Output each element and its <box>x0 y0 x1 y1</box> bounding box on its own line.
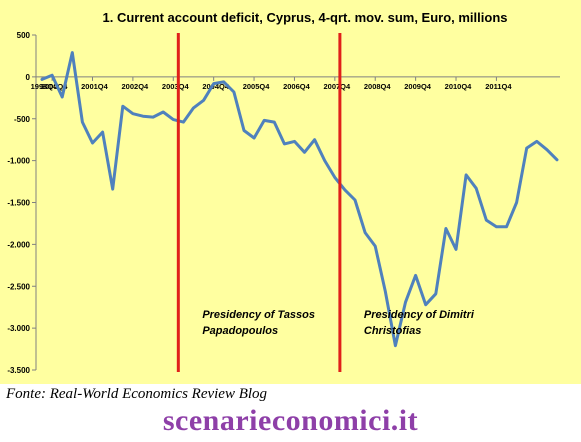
x-tick-label: 2002Q4 <box>122 82 150 91</box>
x-tick-label: 2008Q4 <box>364 82 392 91</box>
y-tick-label: -3.500 <box>7 366 30 375</box>
y-tick-label: -2.000 <box>7 240 30 249</box>
x-tick-label: 2011Q4 <box>485 82 512 91</box>
x-tick-label: 2006Q4 <box>283 82 311 91</box>
presidency-label: Presidency of Dimitri <box>364 309 475 321</box>
presidency-label: Presidency of Tassos <box>202 309 315 321</box>
presidency-label: Papadopoulos <box>202 325 278 337</box>
x-tick-label: 2003Q4 <box>162 82 190 91</box>
x-tick-label: 2004Q4 <box>202 82 230 91</box>
x-tick-label: 2005Q4 <box>243 82 271 91</box>
y-tick-label: -2.500 <box>7 282 30 291</box>
marker-layer: Presidency of Tassos Papadopoulos Presiden… <box>176 33 475 372</box>
x-tick-label: 2007Q4 <box>323 82 351 91</box>
y-tick-label: -1.000 <box>7 157 30 166</box>
y-axis: 500 0 -500 -1.000 -1.500 -2.000 -2.500 -3.000 -3… <box>7 31 37 375</box>
y-tick-label: 0 <box>26 73 31 82</box>
x-tick-label: 2000Q4 <box>41 82 69 91</box>
watermark-logo: scenarieconomici.it <box>162 404 419 437</box>
line-chart: 1. Current account deficit, Cyprus, 4-qr… <box>7 10 560 375</box>
y-tick-label: -1.500 <box>7 199 30 208</box>
y-tick-label: -500 <box>14 115 31 124</box>
x-tick-label: 2010Q4 <box>445 82 473 91</box>
y-tick-label: 500 <box>17 31 31 40</box>
chart-title: 1. Current account deficit, Cyprus, 4-qr… <box>103 10 508 25</box>
x-tick-label: 2009Q4 <box>404 82 432 91</box>
chart-area: 1. Current account deficit, Cyprus, 4-qr… <box>0 0 581 384</box>
source-note: Fonte: Real-World Economics Review Blog <box>6 386 268 402</box>
presidency-label: Christofias <box>364 325 421 337</box>
series-line <box>40 51 559 348</box>
y-tick-label: -3.000 <box>7 324 30 333</box>
x-tick-label: 1998Q4 <box>31 82 59 91</box>
series-layer <box>40 51 559 348</box>
x-tick-label: 2001Q4 <box>81 82 109 91</box>
